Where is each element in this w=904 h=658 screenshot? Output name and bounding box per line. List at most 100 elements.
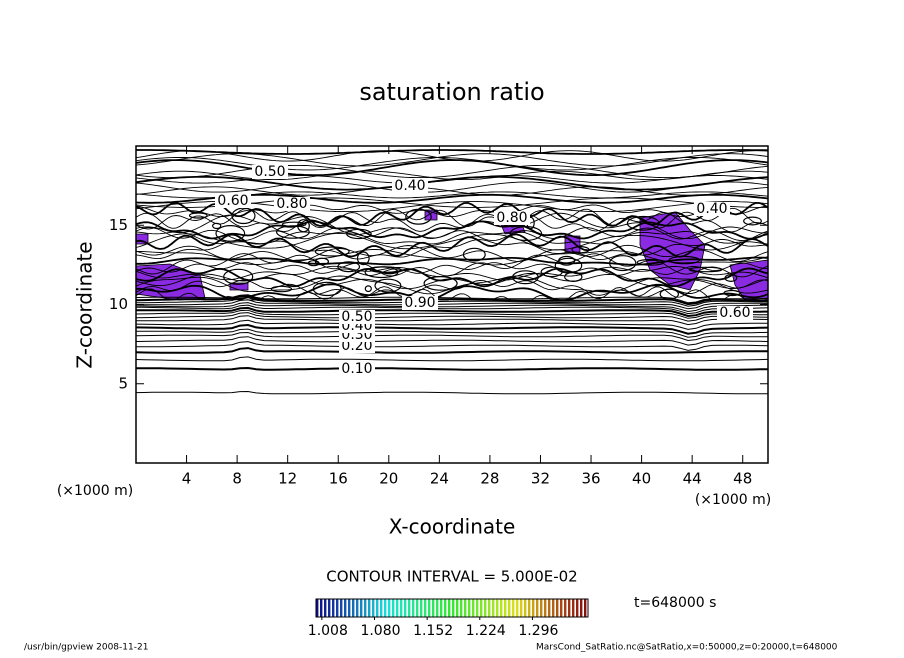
colorbar-segment [484, 599, 487, 617]
label-background [392, 179, 428, 193]
contour-label: 0.80 [496, 210, 527, 226]
colorbar-segment [360, 599, 363, 617]
colorbar-segment [456, 599, 459, 617]
label-background [339, 362, 375, 376]
contour-line [215, 224, 246, 242]
x-tick-label: 8 [232, 470, 242, 488]
x-tick-label: 40 [632, 470, 651, 488]
colorbar-segment [548, 599, 551, 617]
contour-line [136, 341, 769, 351]
plot-area [135, 149, 769, 395]
contour-line [135, 319, 768, 330]
colorbar-segment [572, 599, 575, 617]
y-tick-label: 10 [109, 295, 128, 313]
contour-line [356, 251, 370, 266]
colorbar-segment [580, 599, 583, 617]
contour-line [231, 207, 256, 225]
contour-line [135, 207, 769, 229]
x-unit: (×1000 m) [695, 492, 771, 508]
colorbar-segment [424, 599, 427, 617]
contour-line [211, 222, 222, 230]
colorbar-segment [368, 599, 371, 617]
contour-line [314, 257, 329, 266]
label-background [274, 197, 310, 211]
colorbar-segment [472, 599, 475, 617]
colorbar-segment [560, 599, 563, 617]
colorbar-segment [504, 599, 507, 617]
contour-line [135, 331, 768, 342]
colorbar-segment [320, 599, 323, 617]
contour-line [135, 153, 769, 167]
colorbar-segment [428, 599, 431, 617]
x-tick-label: 32 [531, 470, 550, 488]
colorbar-tick-label: 1.296 [518, 623, 558, 639]
colorbar-segment [564, 599, 567, 617]
contour-line [135, 244, 769, 262]
colorbar-segment [408, 599, 411, 617]
colorbar-segment [364, 599, 367, 617]
colorbar-segment [328, 599, 331, 617]
contour-line [136, 328, 769, 338]
colorbar-segment [440, 599, 443, 617]
contour-line [135, 232, 769, 251]
contour-line [136, 366, 769, 371]
contour-line [270, 285, 293, 293]
contour-line [723, 289, 741, 297]
label-background [339, 310, 375, 324]
contour-line [223, 268, 254, 285]
colorbar-segment [420, 599, 423, 617]
contour-line [135, 220, 769, 240]
colorbar-segment [460, 599, 463, 617]
contour-line [135, 239, 768, 261]
contour-label: 0.10 [341, 361, 372, 377]
contour-line [136, 306, 769, 318]
colorbar-segment [468, 599, 471, 617]
contour-line [136, 304, 769, 315]
colorbar-segment [544, 599, 547, 617]
colorbar-segment [380, 599, 383, 617]
contour-line [314, 246, 350, 257]
colorbar-segment [516, 599, 519, 617]
x-tick-label: 24 [430, 470, 449, 488]
colorbar-segment [324, 599, 327, 617]
colorbar-segment [372, 599, 375, 617]
x-tick-label: 44 [683, 470, 702, 488]
colorbar-segment [384, 599, 387, 617]
x-tick-label: 4 [182, 470, 192, 488]
contour-line [135, 212, 769, 233]
colorbar-segment [556, 599, 559, 617]
contour-label: 0.50 [254, 164, 285, 180]
colorbar-tick-label: 1.080 [360, 623, 400, 639]
colorbar-segment [436, 599, 439, 617]
colorbar-segment [540, 599, 543, 617]
label-background [252, 165, 288, 179]
contour-line [337, 261, 361, 273]
y-tick-label: 5 [118, 374, 128, 392]
colorbar-segment [340, 599, 343, 617]
colorbar-segment [512, 599, 515, 617]
colorbar-segment [496, 599, 499, 617]
colorbar-segment [476, 599, 479, 617]
x-tick-label: 20 [379, 470, 398, 488]
contour-line [135, 323, 769, 335]
label-background [215, 194, 251, 208]
contour-line [659, 288, 680, 300]
footer: /usr/bin/gpview 2008-11-21 [24, 643, 148, 653]
colorbar-segment [464, 599, 467, 617]
colorbar-segment [348, 599, 351, 617]
contour-line [135, 204, 769, 218]
colorbar-segment [480, 599, 483, 617]
colorbar-segment [536, 599, 539, 617]
contour-line [136, 256, 769, 266]
contour-line [135, 315, 769, 326]
contour-line [135, 286, 769, 301]
colorbar-segment [524, 599, 527, 617]
contour-line [405, 208, 432, 225]
label-background [694, 202, 730, 216]
chart-title: saturation ratio [359, 78, 544, 106]
colorbar-tick-label: 1.224 [466, 623, 506, 639]
contour-line [135, 312, 769, 322]
contour-line [135, 159, 769, 176]
label-background [717, 306, 753, 320]
colorbar-segment [416, 599, 419, 617]
